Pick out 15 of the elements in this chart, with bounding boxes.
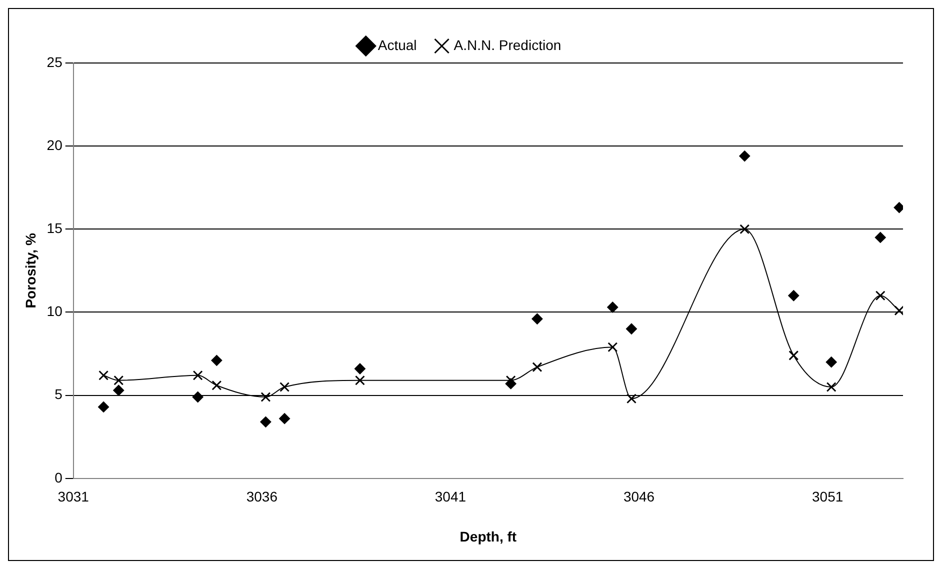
y-axis-title: Porosity, % (22, 232, 38, 308)
y-tick-label: 5 (54, 386, 63, 402)
legend-label: Actual (378, 36, 417, 53)
y-tick-label: 10 (46, 303, 63, 320)
y-tick-label: 15 (46, 220, 63, 236)
y-tick-label: 25 (46, 54, 63, 70)
x-tick-label: 3036 (246, 488, 278, 505)
y-tick-label: 0 (54, 469, 63, 486)
legend-label: A.N.N. Prediction (454, 36, 562, 53)
x-tick-label: 3031 (58, 488, 90, 505)
x-axis-title: Depth, ft (460, 528, 517, 544)
x-tick-label: 3051 (812, 488, 844, 505)
x-tick-label: 3046 (623, 488, 655, 505)
x-tick-label: 3041 (434, 488, 466, 505)
y-tick-label: 20 (46, 136, 63, 153)
